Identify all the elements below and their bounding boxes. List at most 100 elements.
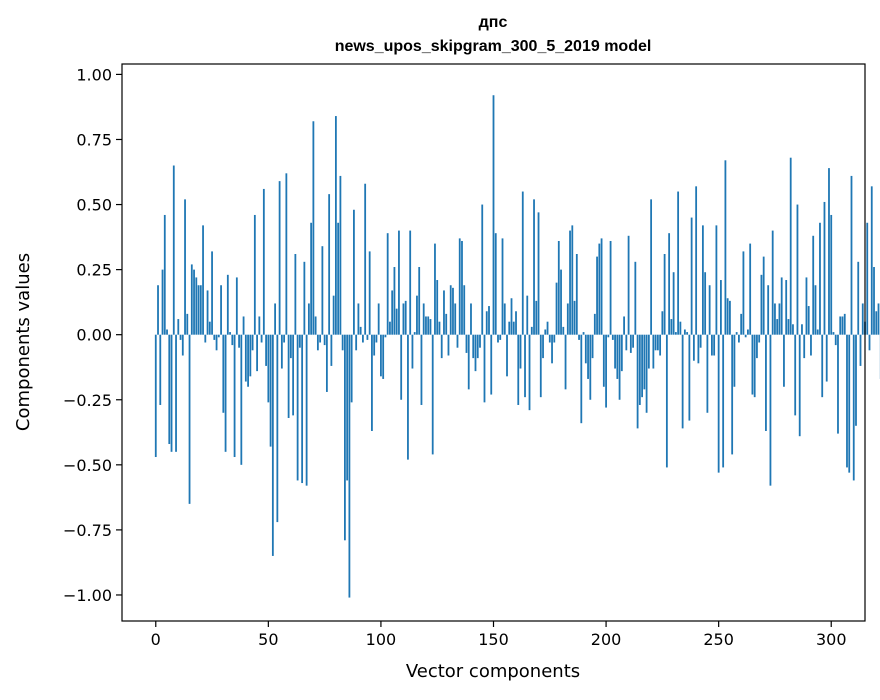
bar bbox=[222, 335, 224, 413]
bar bbox=[875, 311, 877, 334]
bar bbox=[263, 189, 265, 335]
bar bbox=[657, 335, 659, 351]
bar bbox=[254, 215, 256, 335]
bar bbox=[664, 254, 666, 335]
bar bbox=[652, 335, 654, 369]
bar bbox=[204, 335, 206, 343]
bar bbox=[245, 335, 247, 382]
bar bbox=[479, 335, 481, 348]
bar bbox=[833, 332, 835, 335]
bar bbox=[738, 335, 740, 343]
bar bbox=[704, 272, 706, 334]
bar bbox=[342, 335, 344, 351]
bar bbox=[283, 335, 285, 343]
bar bbox=[621, 335, 623, 371]
bar bbox=[351, 335, 353, 403]
bar bbox=[749, 244, 751, 335]
bar bbox=[258, 316, 260, 334]
bar bbox=[857, 262, 859, 335]
bar bbox=[504, 303, 506, 334]
bar bbox=[860, 335, 862, 366]
bar bbox=[367, 335, 369, 340]
bar bbox=[434, 244, 436, 335]
bar bbox=[747, 329, 749, 334]
bar bbox=[315, 316, 317, 334]
bar bbox=[157, 285, 159, 334]
bar bbox=[497, 335, 499, 343]
x-tick-label: 100 bbox=[366, 630, 397, 649]
bar bbox=[625, 335, 627, 351]
bar bbox=[267, 335, 269, 403]
bar bbox=[538, 212, 540, 334]
bar bbox=[758, 335, 760, 343]
bar bbox=[376, 335, 378, 343]
bar bbox=[774, 303, 776, 334]
bar bbox=[688, 335, 690, 421]
bar bbox=[461, 241, 463, 335]
bar bbox=[630, 335, 632, 353]
bar bbox=[529, 335, 531, 410]
bar bbox=[592, 335, 594, 358]
bar bbox=[661, 311, 663, 334]
bar bbox=[785, 280, 787, 335]
bar bbox=[457, 335, 459, 348]
bar bbox=[511, 298, 513, 334]
bar bbox=[409, 231, 411, 335]
bar bbox=[371, 335, 373, 431]
bar bbox=[249, 335, 251, 377]
bar bbox=[240, 335, 242, 465]
bar bbox=[585, 335, 587, 364]
bar bbox=[779, 303, 781, 334]
bar bbox=[421, 335, 423, 405]
bar bbox=[725, 160, 727, 334]
bar bbox=[272, 335, 274, 556]
bar bbox=[400, 335, 402, 400]
bar bbox=[569, 231, 571, 335]
bar bbox=[321, 246, 323, 335]
bar bbox=[427, 316, 429, 334]
bar bbox=[207, 290, 209, 334]
bar bbox=[470, 303, 472, 334]
bar bbox=[583, 332, 585, 335]
bar bbox=[639, 335, 641, 405]
bar bbox=[499, 335, 501, 340]
bar bbox=[520, 335, 522, 369]
bar bbox=[477, 335, 479, 358]
bar bbox=[184, 199, 186, 334]
bar bbox=[396, 309, 398, 335]
bar bbox=[324, 335, 326, 345]
bar bbox=[380, 335, 382, 377]
bar bbox=[605, 335, 607, 408]
bar bbox=[484, 335, 486, 403]
bar bbox=[842, 316, 844, 334]
bar bbox=[488, 306, 490, 335]
bar bbox=[830, 215, 832, 335]
bar bbox=[155, 335, 157, 457]
bar bbox=[522, 192, 524, 335]
x-tick-label: 0 bbox=[151, 630, 161, 649]
bar bbox=[612, 335, 614, 340]
bar bbox=[515, 311, 517, 334]
bar bbox=[279, 181, 281, 335]
bar bbox=[303, 262, 305, 335]
bar bbox=[430, 319, 432, 335]
bar bbox=[213, 335, 215, 340]
x-tick-label: 300 bbox=[816, 630, 847, 649]
bar bbox=[713, 335, 715, 356]
bar bbox=[333, 296, 335, 335]
bar bbox=[637, 335, 639, 429]
bar bbox=[853, 335, 855, 481]
bar bbox=[425, 316, 427, 334]
bar bbox=[801, 324, 803, 334]
bar bbox=[198, 285, 200, 334]
bar bbox=[531, 327, 533, 335]
bar bbox=[790, 158, 792, 335]
bar bbox=[866, 223, 868, 335]
bar bbox=[247, 335, 249, 387]
bar bbox=[301, 335, 303, 483]
bar bbox=[398, 231, 400, 335]
chart-title: дпс bbox=[479, 14, 508, 31]
bar bbox=[576, 254, 578, 335]
bar bbox=[646, 335, 648, 413]
bar bbox=[706, 335, 708, 413]
